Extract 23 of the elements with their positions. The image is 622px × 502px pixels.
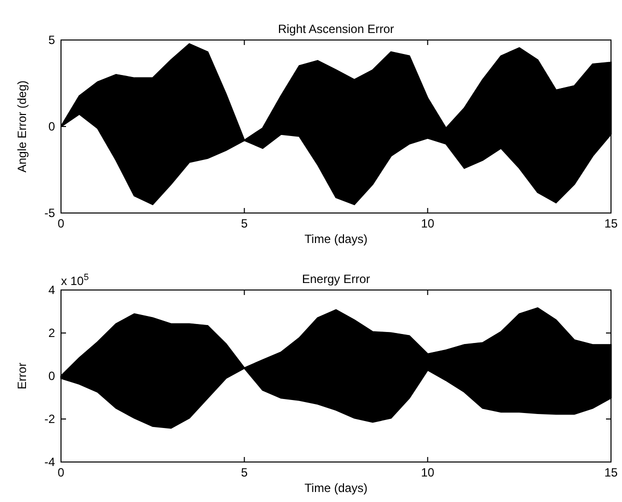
chart-title: Right Ascension Error [278, 22, 394, 36]
x-tick-label: 15 [604, 466, 618, 480]
y-tick-label: 4 [48, 282, 56, 297]
y-tick-label: 5 [48, 32, 56, 47]
text: x 10$^{5}$ [61, 272, 89, 288]
y-axis-title: Angle Error (deg) [15, 80, 29, 173]
x-tick-label: 0 [58, 466, 65, 480]
y-tick-label: -4 [44, 454, 56, 469]
y-tick-label: -2 [44, 412, 56, 426]
x-tick-label: 10 [420, 216, 435, 231]
y-tick-label: -5 [44, 206, 56, 220]
y-tick-label: 0 [48, 119, 56, 134]
chart-title: Energy Error [302, 272, 370, 286]
x-tick-label: 5 [240, 216, 248, 231]
y-tick-label: 2 [48, 326, 56, 340]
x-tick-label: 5 [240, 466, 248, 480]
x-tick-label: 0 [58, 216, 65, 231]
y-tick-label: 0 [48, 368, 56, 383]
x-tick-label: 10 [420, 466, 435, 480]
x-tick-label: 15 [604, 216, 618, 231]
x-axis-title: Time (days) [304, 232, 368, 246]
y-axis-title: Error [15, 362, 29, 390]
x-axis-title: Time (days) [304, 481, 368, 495]
